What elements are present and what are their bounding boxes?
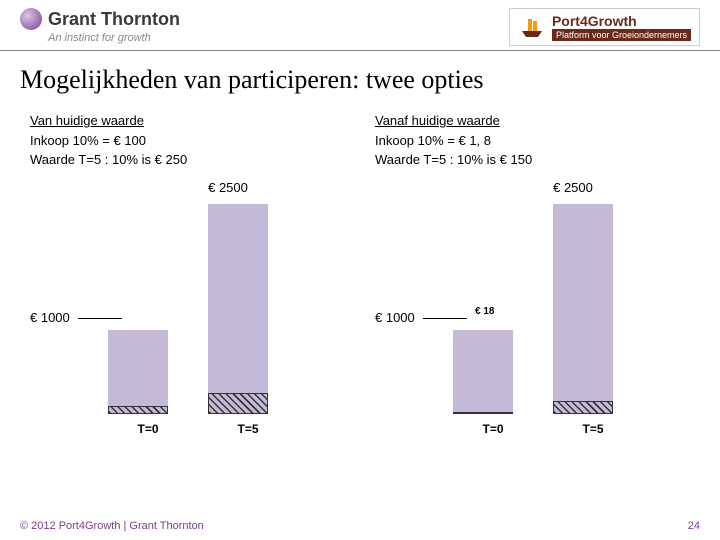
right-opt-title: Vanaf huidige waarde <box>375 113 500 128</box>
left-bar0-solid <box>108 330 168 414</box>
right-description: Vanaf huidige waarde Inkoop 10% = € 1, 8… <box>375 111 690 170</box>
left-x0: T=0 <box>118 422 178 436</box>
gt-tagline: An instinct for growth <box>48 32 180 44</box>
left-x1: T=5 <box>218 422 278 436</box>
right-bar-t5 <box>553 204 613 414</box>
footer-page: 24 <box>688 520 700 532</box>
p4g-text-col: Port4Growth Platform voor Groeionderneme… <box>552 13 691 41</box>
right-line1: Inkoop 10% = € 1, 8 <box>375 133 491 148</box>
header: Grant Thornton An instinct for growth Po… <box>0 0 720 51</box>
right-line2: Waarde T=5 : 10% is € 150 <box>375 152 532 167</box>
left-line2: Waarde T=5 : 10% is € 250 <box>30 152 187 167</box>
right-bar0-solid <box>453 330 513 414</box>
gt-logo-row: Grant Thornton <box>20 8 180 30</box>
gt-name: Grant Thornton <box>48 9 180 30</box>
left-bar-t5 <box>208 204 268 414</box>
gt-ball-icon <box>20 8 42 30</box>
left-description: Van huidige waarde Inkoop 10% = € 100 Wa… <box>30 111 345 170</box>
right-bars <box>375 204 690 414</box>
right-x0: T=0 <box>463 422 523 436</box>
left-line1: Inkoop 10% = € 100 <box>30 133 146 148</box>
p4g-subtitle: Platform voor Groeiondernemers <box>552 29 691 41</box>
slide: Grant Thornton An instinct for growth Po… <box>0 0 720 540</box>
ship-icon <box>518 15 546 39</box>
footer-copyright: © 2012 Port4Growth | Grant Thornton <box>20 520 204 532</box>
left-column: Van huidige waarde Inkoop 10% = € 100 Wa… <box>30 111 345 436</box>
right-bar1-hatch <box>553 401 613 414</box>
right-chart: € 1000 € 18 € 2500 <box>375 186 690 436</box>
right-bar0-hatch <box>453 412 513 414</box>
left-bar1-hatch <box>208 393 268 414</box>
left-bar1-solid <box>208 204 268 414</box>
port4growth-logo: Port4Growth Platform voor Groeionderneme… <box>509 8 700 46</box>
right-x1: T=5 <box>563 422 623 436</box>
left-chart: € 1000 € 2500 <box>30 186 345 436</box>
right-bar1-top: € 2500 <box>533 180 613 195</box>
left-bars <box>30 204 345 414</box>
footer: © 2012 Port4Growth | Grant Thornton 24 <box>0 520 720 532</box>
slide-title: Mogelijkheden van participeren: twee opt… <box>0 51 720 103</box>
right-bar-t0 <box>453 330 513 414</box>
copyright-text: © 2012 Port4Growth | Grant Thornton <box>20 520 204 532</box>
left-bar0-hatch <box>108 406 168 414</box>
p4g-name: Port4Growth <box>552 13 691 29</box>
left-bar1-top: € 2500 <box>188 180 268 195</box>
left-opt-title: Van huidige waarde <box>30 113 144 128</box>
right-bar1-solid <box>553 204 613 414</box>
grant-thornton-logo: Grant Thornton An instinct for growth <box>20 8 180 44</box>
left-bar-t0 <box>108 330 168 414</box>
content-area: Van huidige waarde Inkoop 10% = € 100 Wa… <box>0 103 720 436</box>
right-column: Vanaf huidige waarde Inkoop 10% = € 1, 8… <box>375 111 690 436</box>
